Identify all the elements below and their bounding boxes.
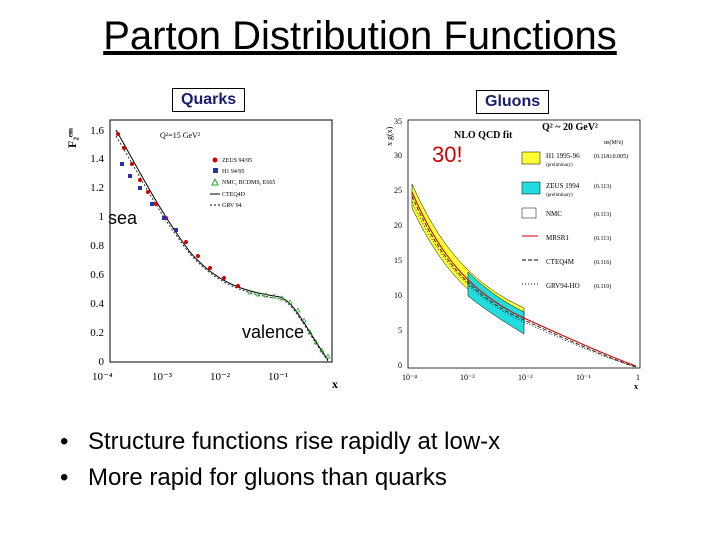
- left-ytick: 0: [99, 356, 105, 368]
- left-fit-curve: [115, 129, 329, 361]
- svg-text:(0.113): (0.113): [594, 211, 611, 218]
- left-data-points-green: [247, 289, 331, 359]
- left-xlabel: x: [332, 377, 338, 391]
- svg-text:35: 35: [394, 117, 402, 126]
- legend-swatch-nmc: [521, 207, 537, 219]
- gluons-label: Gluons: [476, 90, 550, 114]
- left-q2-label: Q²=15 GeV²: [160, 131, 201, 140]
- gluon-curve-cteq: [411, 195, 637, 368]
- svg-text:10⁻³: 10⁻³: [460, 373, 475, 382]
- sea-annotation: sea: [108, 208, 138, 228]
- right-legend-entry: CTEQ4M: [546, 258, 575, 266]
- left-legend-entry: GRV 94: [222, 203, 242, 209]
- svg-text:30: 30: [394, 151, 402, 160]
- right-legend-entry: H1 1995-96: [546, 152, 580, 160]
- left-xtick: 10⁻¹: [268, 371, 288, 383]
- right-alphas-header: αs(M²z): [604, 139, 623, 146]
- left-x-ticks: 10⁻⁴ 10⁻³ 10⁻² 10⁻¹: [92, 371, 288, 383]
- svg-text:1: 1: [636, 373, 640, 382]
- svg-text:20: 20: [394, 221, 402, 230]
- gluon-band-cyan: [467, 271, 525, 335]
- right-x-ticks: 10⁻⁴ 10⁻³ 10⁻² 10⁻¹ 1: [402, 373, 640, 382]
- quark-structure-function-plot: 0 0.2 0.4 0.6 0.8 1 1.2 1.4 1.6 10⁻⁴ 10⁻…: [65, 119, 338, 391]
- legend-marker-zeus: [212, 157, 218, 163]
- left-ytick: 1.4: [90, 153, 104, 165]
- left-data-points-blue: [120, 162, 178, 232]
- svg-text:(0.116): (0.116): [594, 259, 611, 266]
- valence-annotation: valence: [242, 322, 305, 342]
- left-legend-entry: NMC, BCDMS, E665: [222, 180, 275, 186]
- bullet-item: More rapid for gluons than quarks: [60, 460, 700, 496]
- left-ylabel: F₂ᵉᵐ: [65, 128, 79, 148]
- left-legend-entry: ZEUS 94/95: [222, 158, 252, 164]
- svg-text:10: 10: [394, 291, 402, 300]
- svg-text:(preliminary): (preliminary): [546, 193, 573, 198]
- svg-text:(preliminary): (preliminary): [546, 163, 573, 168]
- left-legend: ZEUS 94/95 H1 94/95 NMC, BCDMS, E665 CTE…: [210, 157, 275, 209]
- left-y-ticks: 0 0.2 0.4 0.6 0.8 1 1.2 1.4 1.6: [90, 125, 104, 368]
- left-xtick: 10⁻³: [152, 371, 173, 383]
- right-y-ticks: 0 5 10 15 20 25 30 35: [394, 117, 402, 370]
- right-legend: H1 1995-96 (preliminary) (0.118±0.005) Z…: [521, 151, 628, 290]
- bullet-list: Structure functions rise rapidly at low-…: [60, 424, 700, 496]
- left-ytick: 0.8: [90, 240, 104, 252]
- svg-text:(0.113): (0.113): [594, 235, 611, 242]
- gluon-curve-grv: [411, 201, 637, 368]
- left-legend-entry: CTEQ4D: [222, 192, 246, 198]
- left-xtick: 10⁻⁴: [92, 371, 113, 383]
- left-fit-curve-dotted: [115, 135, 329, 362]
- left-ytick: 1.2: [90, 182, 104, 194]
- right-q2-label: Q² ~ 20 GeV²: [542, 122, 598, 133]
- svg-text:(0.113): (0.113): [594, 183, 611, 190]
- bullet-item: Structure functions rise rapidly at low-…: [60, 424, 700, 460]
- right-ylabel: x g(x): [385, 126, 394, 146]
- legend-swatch-zeus: [521, 181, 541, 195]
- left-ytick: 1: [99, 211, 105, 223]
- svg-text:5: 5: [398, 326, 402, 335]
- right-legend-entry: ZEUS 1994: [546, 182, 580, 190]
- svg-text:0: 0: [398, 361, 402, 370]
- slide-title: Parton Distribution Functions: [103, 14, 617, 58]
- right-legend-entry: NMC: [546, 210, 562, 218]
- quarks-label: Quarks: [172, 88, 246, 112]
- svg-text:(0.118±0.005): (0.118±0.005): [594, 153, 628, 160]
- left-plot-frame: [109, 119, 333, 363]
- gluon-curve-mrsr1: [411, 191, 637, 367]
- right-xlabel: x: [634, 382, 638, 391]
- left-ytick: 0.2: [90, 327, 104, 339]
- left-xtick: 10⁻²: [210, 371, 231, 383]
- svg-text:10⁻⁴: 10⁻⁴: [402, 373, 417, 382]
- right-legend-entry: MRSR1: [546, 234, 569, 242]
- left-legend-entry: H1 94/95: [222, 169, 245, 175]
- legend-swatch-h1: [521, 151, 541, 165]
- legend-marker-h1: [213, 168, 218, 173]
- left-ytick: 1.6: [90, 125, 104, 137]
- right-legend-entry: GRV94-HO: [546, 282, 580, 290]
- left-ytick: 0.4: [90, 298, 104, 310]
- left-ytick: 0.6: [90, 269, 104, 281]
- svg-text:15: 15: [394, 256, 402, 265]
- svg-text:25: 25: [394, 186, 402, 195]
- right-header: NLO QCD fit: [454, 130, 513, 141]
- svg-text:10⁻¹: 10⁻¹: [576, 373, 591, 382]
- svg-text:(0.110): (0.110): [594, 283, 611, 290]
- legend-marker-nmc: [211, 177, 219, 186]
- thirty-annotation: 30!: [432, 142, 463, 167]
- gluon-density-plot: 0 5 10 15 20 25 30 35 10⁻⁴ 10⁻³ 10⁻² 10⁻…: [385, 117, 641, 391]
- svg-text:10⁻²: 10⁻²: [518, 373, 533, 382]
